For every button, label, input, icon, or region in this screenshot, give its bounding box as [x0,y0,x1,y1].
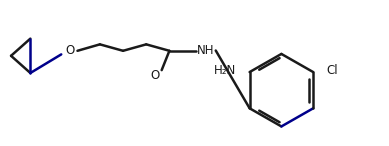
Text: O: O [150,69,159,82]
Text: H₂N: H₂N [214,64,236,77]
Text: O: O [65,44,75,57]
Text: NH: NH [197,44,215,57]
Text: Cl: Cl [327,64,338,77]
